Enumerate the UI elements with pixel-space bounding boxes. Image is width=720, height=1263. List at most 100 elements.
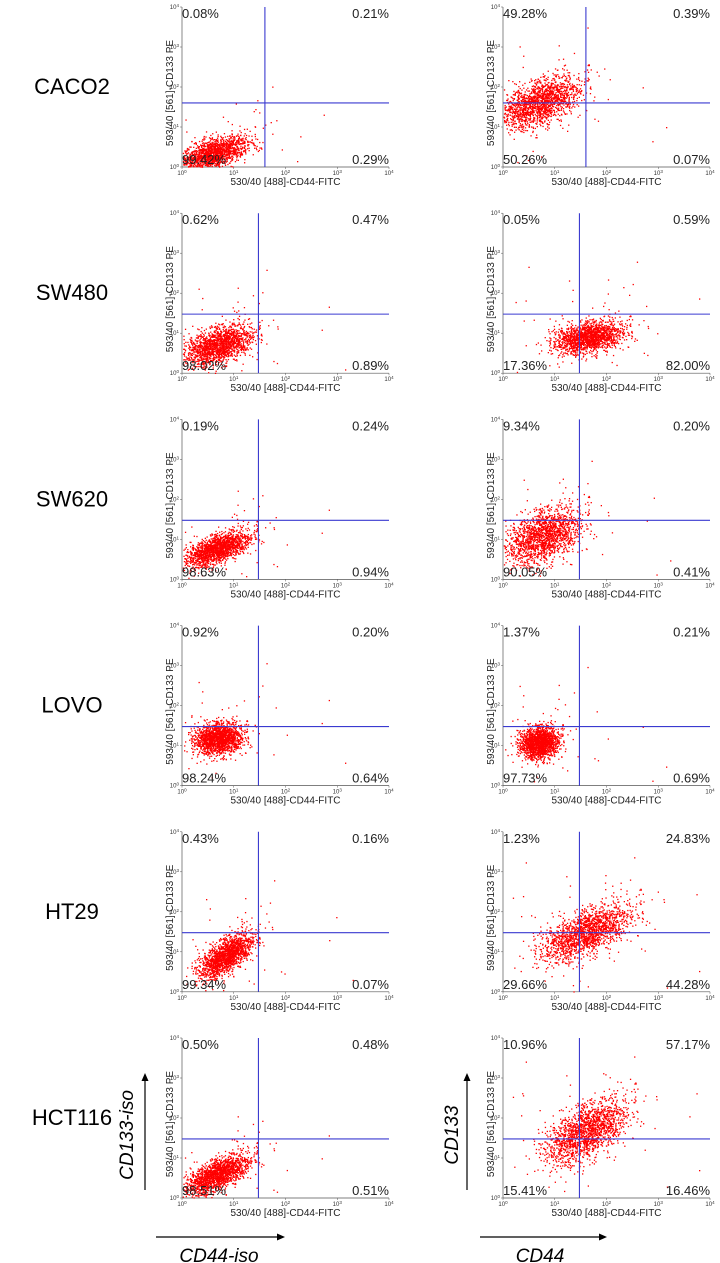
event-dot xyxy=(535,99,538,101)
event-dot xyxy=(184,164,186,166)
event-dot xyxy=(226,144,228,146)
event-dot xyxy=(237,147,239,150)
event-dot xyxy=(199,163,201,165)
event-dot xyxy=(189,164,191,166)
event-dot xyxy=(220,161,222,163)
event-dot xyxy=(213,146,215,148)
event-dot xyxy=(530,121,532,123)
event-dot xyxy=(541,118,544,120)
event-dot xyxy=(202,155,205,157)
event-dot xyxy=(530,97,533,99)
event-dot xyxy=(244,349,247,351)
event-dot xyxy=(564,64,567,66)
event-dot xyxy=(231,150,233,152)
event-dot xyxy=(581,80,583,82)
event-dot xyxy=(221,147,223,150)
event-dot xyxy=(217,141,220,143)
event-dot xyxy=(201,153,203,155)
event-dot xyxy=(520,92,523,94)
event-dot xyxy=(544,108,546,110)
event-dot xyxy=(219,156,221,158)
event-dot xyxy=(202,161,204,163)
event-dot xyxy=(240,335,242,338)
event-dot xyxy=(192,159,194,162)
event-dot xyxy=(546,104,548,106)
event-dot xyxy=(233,151,236,153)
event-dot xyxy=(227,347,229,349)
event-dot xyxy=(236,332,238,334)
event-dot xyxy=(215,155,217,157)
event-dot xyxy=(578,89,580,91)
y-tick-label: 102 xyxy=(491,83,501,91)
event-dot xyxy=(550,112,552,114)
event-dot xyxy=(539,89,542,92)
event-dot xyxy=(192,155,194,157)
event-dot xyxy=(571,92,573,94)
event-dot xyxy=(235,345,237,347)
event-dot xyxy=(541,93,544,95)
event-dot xyxy=(212,367,214,369)
event-dot xyxy=(236,333,238,335)
event-dot xyxy=(183,355,186,357)
event-dot xyxy=(259,112,261,114)
event-dot xyxy=(201,146,203,149)
event-dot xyxy=(562,82,564,85)
y-tick-label: 100 xyxy=(170,163,180,171)
event-dot xyxy=(549,90,551,93)
event-dot xyxy=(542,96,544,99)
event-dot xyxy=(512,108,514,110)
event-dot xyxy=(225,161,228,163)
event-dot xyxy=(203,333,205,336)
event-dot xyxy=(511,107,513,109)
event-dot xyxy=(516,110,519,113)
event-dot xyxy=(247,145,249,147)
event-dot xyxy=(220,149,222,151)
event-dot xyxy=(556,111,558,113)
event-dot xyxy=(523,55,525,57)
event-dot xyxy=(229,147,231,149)
event-dot xyxy=(230,332,232,334)
event-dot xyxy=(532,112,534,114)
event-dot xyxy=(541,96,543,98)
event-dot xyxy=(186,164,188,166)
event-dot xyxy=(506,94,509,96)
event-dot xyxy=(514,93,516,95)
event-dot xyxy=(534,104,536,106)
event-dot xyxy=(548,100,550,102)
event-dot xyxy=(235,338,237,340)
event-dot xyxy=(197,147,199,149)
event-dot xyxy=(543,110,545,112)
quadrant-lower-left-sw480-isotype: 98.02% xyxy=(182,358,227,373)
event-dot xyxy=(550,99,552,101)
event-dot xyxy=(203,161,205,163)
event-dot xyxy=(567,91,570,94)
event-dot xyxy=(233,143,236,145)
event-dot xyxy=(546,118,548,120)
event-dot xyxy=(560,84,562,86)
event-dot xyxy=(244,159,246,161)
event-dot xyxy=(222,335,224,338)
event-dot xyxy=(235,150,237,152)
event-dot xyxy=(580,90,583,93)
event-dot xyxy=(528,114,530,116)
event-dot xyxy=(190,160,192,163)
event-dot xyxy=(246,347,248,349)
event-dot xyxy=(536,118,539,120)
event-dot xyxy=(553,94,555,96)
event-dot xyxy=(211,138,213,140)
event-dot xyxy=(527,107,530,109)
event-dot xyxy=(586,110,588,112)
event-dot xyxy=(515,112,518,114)
event-dot xyxy=(218,158,221,160)
event-dot xyxy=(223,348,225,350)
event-dot xyxy=(226,147,228,149)
event-dot xyxy=(550,97,552,99)
event-dot xyxy=(560,120,562,122)
event-dot xyxy=(552,114,555,116)
event-dot xyxy=(229,143,231,145)
event-dot xyxy=(200,146,203,148)
event-dot xyxy=(247,341,249,343)
event-dot xyxy=(571,96,573,99)
event-dot xyxy=(550,88,552,90)
event-dot xyxy=(551,86,553,88)
